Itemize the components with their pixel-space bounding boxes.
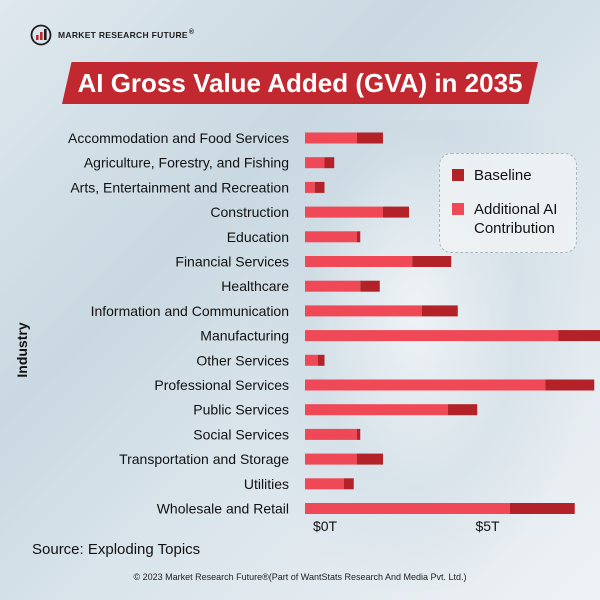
legend-item-baseline: Baseline (452, 166, 532, 185)
bar-additional-ai (305, 206, 383, 218)
bars (305, 132, 600, 514)
bar-baseline (383, 206, 409, 218)
source-note: Source: Exploding Topics (32, 541, 201, 558)
bar-additional-ai (305, 354, 318, 366)
chart-legend: Baseline Additional AI Contribution (439, 153, 577, 253)
category-label: Utilities (244, 476, 289, 492)
bar-additional-ai (305, 231, 357, 243)
bar-additional-ai (305, 280, 361, 292)
bar-baseline (357, 453, 383, 465)
category-label: Construction (210, 204, 289, 220)
bar-baseline (509, 503, 575, 514)
bar-baseline (357, 428, 361, 440)
bar-baseline (412, 256, 452, 267)
bar-baseline (422, 305, 458, 317)
category-label: Arts, Entertainment and Recreation (70, 179, 289, 195)
bar-baseline (357, 132, 383, 144)
category-label: Accommodation and Food Services (68, 130, 289, 146)
copyright-note: © 2023 Market Research Future®(Part of W… (133, 572, 467, 582)
bar-baseline (360, 280, 380, 292)
category-label: Agriculture, Forestry, and Fishing (84, 155, 289, 171)
legend-swatch-baseline (452, 169, 464, 181)
brand-mark-icon (30, 24, 52, 46)
brand-registered: ® (188, 28, 195, 36)
legend-item-additional: Additional AI Contribution (452, 200, 574, 238)
bar-baseline (357, 231, 361, 243)
category-label: Information and Communication (91, 303, 289, 319)
bar-additional-ai (305, 305, 422, 317)
bar-baseline (314, 181, 325, 193)
legend-label-baseline: Baseline (474, 167, 532, 184)
category-label: Financial Services (175, 254, 289, 270)
category-label: Social Services (193, 426, 289, 442)
bar-baseline (318, 354, 325, 366)
category-label: Professional Services (154, 377, 289, 393)
x-tick-label: $5T (475, 518, 500, 534)
brand-name: MARKET RESEARCH FUTURE (58, 30, 188, 40)
category-label: Education (227, 229, 289, 245)
bar-baseline (448, 404, 478, 416)
legend-label-additional: Additional AI Contribution (474, 201, 558, 237)
legend-swatch-additional (452, 203, 464, 215)
bar-baseline (558, 330, 600, 342)
bar-additional-ai (305, 157, 325, 169)
bar-baseline (545, 379, 595, 391)
category-label: Transportation and Storage (119, 451, 289, 467)
x-tick-label: $0T (313, 518, 338, 534)
bar-additional-ai (305, 478, 344, 490)
bar-additional-ai (305, 330, 559, 342)
x-tick-labels: $0T$5T$10T$15T (313, 518, 500, 534)
bar-additional-ai (305, 379, 546, 391)
bar-additional-ai (305, 181, 315, 193)
chart-title: AI Gross Value Added (GVA) in 2035 (62, 62, 538, 104)
category-label: Wholesale and Retail (157, 501, 289, 517)
category-labels: Accommodation and Food Services Agricultu… (68, 130, 289, 517)
bar-additional-ai (305, 132, 357, 144)
brand-logo: MARKET RESEARCH FUTURE ® (30, 24, 194, 46)
category-label: Public Services (193, 402, 289, 418)
bar-additional-ai (305, 453, 357, 465)
category-label: Other Services (196, 352, 289, 368)
bar-additional-ai (305, 428, 357, 440)
category-label: Healthcare (221, 278, 289, 294)
bar-additional-ai (305, 503, 510, 514)
bar-baseline (324, 157, 335, 169)
bar-baseline (344, 478, 354, 490)
category-label: Manufacturing (200, 328, 289, 344)
bar-additional-ai (305, 404, 448, 416)
bar-additional-ai (305, 256, 413, 267)
